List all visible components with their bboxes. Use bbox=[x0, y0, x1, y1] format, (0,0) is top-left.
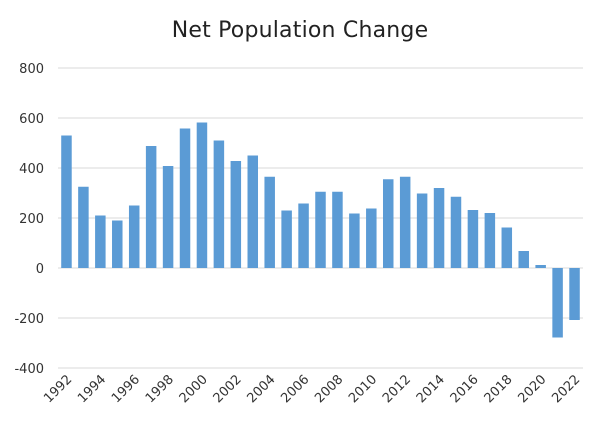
bar-2016 bbox=[467, 210, 479, 268]
bar-2014 bbox=[433, 188, 445, 268]
bar-2005 bbox=[281, 210, 292, 268]
bar-2010 bbox=[366, 208, 377, 268]
bar-2011 bbox=[382, 179, 394, 268]
bar-2001 bbox=[213, 140, 225, 268]
x-tick-label: 2000 bbox=[177, 372, 211, 406]
y-tick-label: 400 bbox=[19, 162, 44, 177]
chart-title: Net Population Change bbox=[171, 18, 429, 43]
x-tick-label: 2008 bbox=[312, 372, 346, 406]
bar-2008 bbox=[332, 191, 343, 268]
y-tick-label: 600 bbox=[19, 112, 44, 127]
bar-2000 bbox=[196, 122, 208, 268]
x-tick-label: 2018 bbox=[482, 372, 516, 406]
bar-2013 bbox=[416, 193, 428, 268]
bar-2003 bbox=[247, 155, 259, 268]
bar-2012 bbox=[399, 176, 411, 268]
bars bbox=[61, 122, 580, 338]
x-tick-label: 2022 bbox=[549, 372, 583, 406]
bar-2019 bbox=[518, 251, 529, 268]
bar-2004 bbox=[264, 176, 275, 268]
x-tick-label: 2004 bbox=[245, 372, 279, 406]
bar-2017 bbox=[484, 213, 496, 268]
y-tick-label: 200 bbox=[19, 212, 44, 227]
x-tick-label: 2006 bbox=[278, 372, 312, 406]
y-axis-ticks: 800 600 400 200 0 -200 -400 bbox=[14, 62, 44, 377]
y-tick-label: -200 bbox=[14, 312, 44, 327]
bar-2015 bbox=[450, 196, 462, 268]
bar-1999 bbox=[179, 128, 191, 268]
bar-2018 bbox=[501, 227, 513, 268]
bar-2002 bbox=[230, 161, 242, 268]
bar-2020 bbox=[535, 265, 546, 268]
bar-1992 bbox=[61, 135, 72, 268]
bar-1997 bbox=[145, 146, 157, 268]
bar-2009 bbox=[349, 213, 360, 268]
x-axis-ticks: 1992 1994 1996 1998 2000 2002 2004 2006 2008 2010… bbox=[41, 372, 583, 406]
bar-2022 bbox=[569, 268, 580, 320]
x-tick-label: 1998 bbox=[143, 372, 177, 406]
bar-1994 bbox=[95, 215, 106, 268]
x-tick-label: 2010 bbox=[346, 372, 380, 406]
bar-1998 bbox=[162, 166, 174, 268]
x-tick-label: 1994 bbox=[75, 372, 109, 406]
bar-1993 bbox=[78, 186, 89, 268]
y-tick-label: 0 bbox=[36, 262, 44, 277]
bar-1996 bbox=[128, 205, 140, 268]
gridlines bbox=[58, 67, 583, 369]
y-tick-label: 800 bbox=[19, 62, 44, 77]
bar-2021 bbox=[552, 268, 563, 338]
bar-1995 bbox=[112, 220, 123, 268]
x-tick-label: 2012 bbox=[380, 372, 414, 406]
bar-2006 bbox=[298, 203, 309, 268]
x-tick-label: 2002 bbox=[211, 372, 245, 406]
x-tick-label: 1996 bbox=[109, 372, 143, 406]
y-tick-label: -400 bbox=[14, 362, 44, 377]
bar-2007 bbox=[315, 191, 326, 268]
x-tick-label: 1992 bbox=[41, 372, 75, 406]
x-tick-label: 2014 bbox=[414, 372, 448, 406]
x-tick-label: 2020 bbox=[515, 372, 549, 406]
x-tick-label: 2016 bbox=[448, 372, 482, 406]
